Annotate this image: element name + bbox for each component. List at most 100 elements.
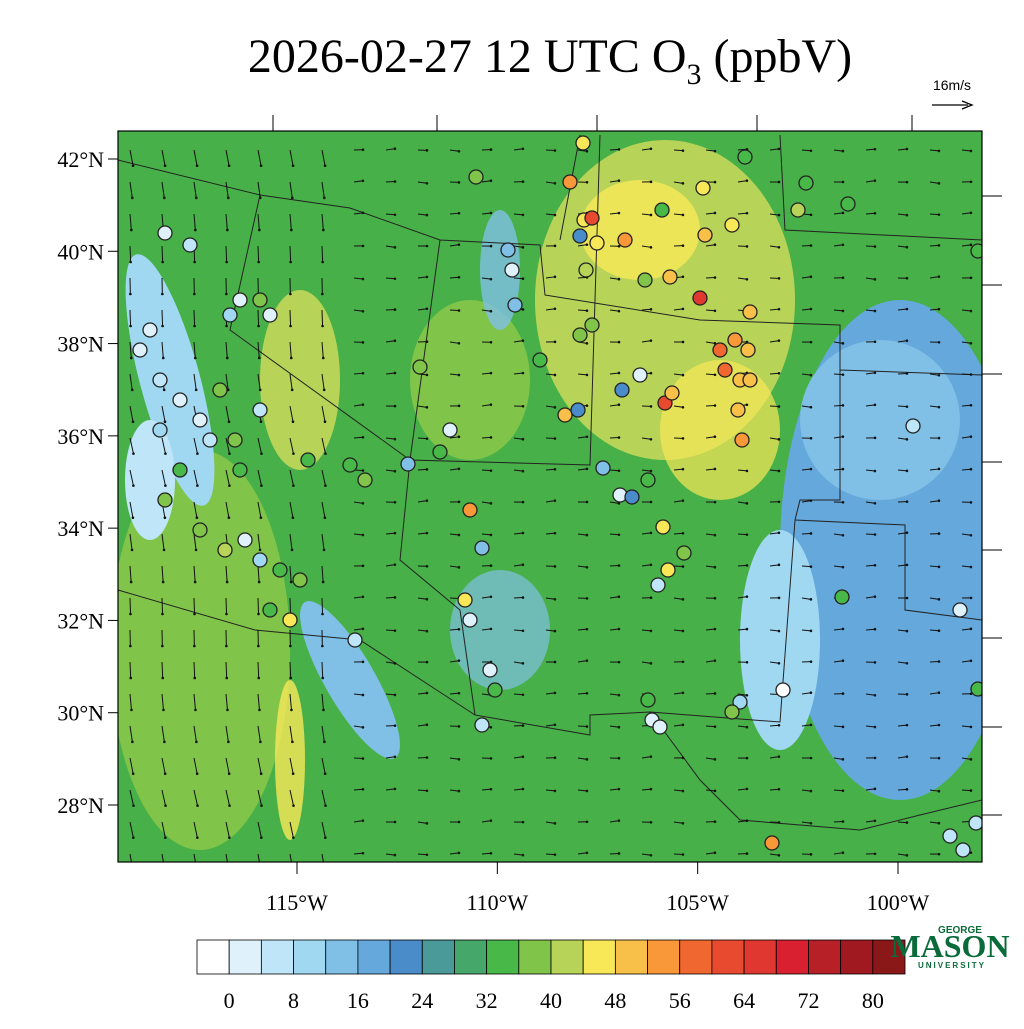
wind-arrow (290, 598, 291, 614)
wind-arrow-head (324, 164, 327, 167)
station (483, 663, 497, 677)
ozone-patch (800, 340, 960, 500)
wind-arrow-head (161, 677, 164, 680)
station (501, 243, 515, 257)
station (348, 633, 362, 647)
wind-arrow-head (258, 581, 261, 584)
wind-arrow-head (226, 709, 229, 712)
wind-arrow-head (778, 531, 781, 534)
wind-arrow-head (938, 757, 941, 760)
wind-arrow-head (554, 598, 557, 601)
station (665, 386, 679, 400)
lat-label: 42°N (57, 147, 104, 172)
station (633, 368, 647, 382)
wind-arrow-head (258, 709, 261, 712)
wind-arrow-head (746, 757, 749, 760)
wind-arrow-head (650, 181, 653, 184)
wind-arrow-head (874, 819, 877, 822)
wind-arrow-head (131, 868, 134, 871)
wind-arrow-head (746, 628, 749, 631)
wind-arrow-head (522, 693, 525, 696)
wind-arrow-head (227, 868, 230, 871)
wind-arrow-head (164, 164, 167, 167)
station (343, 458, 357, 472)
wind-arrow-head (228, 836, 231, 839)
wind-arrow-head (618, 533, 621, 536)
station (153, 373, 167, 387)
station (743, 305, 757, 319)
wind-arrow-head (522, 277, 525, 280)
wind-arrow-head (778, 788, 781, 791)
wind-arrow (130, 310, 131, 326)
wind-arrow (162, 662, 163, 678)
wind-arrow-head (522, 563, 525, 566)
wind-arrow-head (290, 709, 293, 712)
wind-arrow-head (362, 819, 365, 822)
wind-arrow-head (906, 500, 909, 503)
wind-arrow-head (290, 581, 293, 584)
wind-arrow-head (323, 389, 326, 392)
wind-arrow-head (682, 214, 685, 217)
station (573, 328, 587, 342)
station (956, 843, 970, 857)
wind-arrow-head (938, 244, 941, 247)
title: 2026-02-27 12 UTC O3(ppbV) (248, 30, 852, 91)
wind-arrow-head (650, 755, 653, 758)
colorbar-swatch (712, 940, 744, 974)
wind-arrow-head (227, 741, 230, 744)
wind-arrow-head (394, 821, 397, 824)
wind-arrow-head (394, 308, 397, 311)
wind-arrow-head (129, 261, 132, 264)
wind-arrow (130, 598, 131, 614)
wind-arrow-head (810, 565, 813, 568)
wind-arrow-head (650, 854, 653, 857)
wind-arrow-head (490, 469, 493, 472)
wind-arrow (450, 629, 459, 630)
wind-arrow-head (810, 308, 813, 311)
wind-arrow-head (938, 499, 941, 502)
colorbar-swatch (583, 940, 615, 974)
wind-arrow-head (196, 452, 199, 455)
wind-arrow-head (394, 180, 397, 183)
wind-arrow-head (362, 469, 365, 472)
wind-arrow-head (650, 438, 653, 441)
wind-arrow-head (586, 758, 589, 761)
wind-arrow (226, 662, 227, 678)
wind-arrow-head (586, 342, 589, 345)
station (590, 236, 604, 250)
wind-arrow-head (324, 484, 327, 487)
wind-arrow-head (938, 468, 941, 471)
wind-arrow-head (682, 724, 685, 727)
wind-arrow-head (490, 628, 493, 631)
wind-arrow (162, 310, 163, 326)
wind-arrow-head (778, 246, 781, 249)
colorbar-swatch (841, 940, 873, 974)
wind-arrow-head (257, 261, 260, 264)
wind-arrow-head (131, 549, 134, 552)
wind-arrow-head (426, 374, 429, 377)
wind-arrow-head (746, 661, 749, 664)
wind-arrow-head (650, 246, 653, 249)
wind-arrow-head (196, 772, 199, 775)
wind-arrow-head (324, 516, 327, 519)
wind-arrow-head (228, 452, 231, 455)
wind-arrow-head (490, 148, 493, 151)
wind-arrow (162, 246, 163, 262)
wind-arrow-head (289, 325, 292, 328)
wind-arrow-head (132, 516, 135, 519)
wind-arrow-head (746, 564, 749, 567)
wind-arrow (546, 854, 555, 855)
wind-arrow-head (554, 341, 557, 344)
wind-arrow-head (394, 724, 397, 727)
wind-arrow-head (874, 310, 877, 313)
wind-arrow-head (682, 790, 685, 793)
wind-arrow-head (778, 854, 781, 857)
wind-arrow-head (970, 501, 973, 504)
wind-arrow-head (394, 147, 397, 150)
wind-arrow-head (682, 182, 685, 185)
wind-arrow-head (778, 564, 781, 567)
wind-arrow-head (292, 772, 295, 775)
wind-arrow-head (193, 645, 196, 648)
station (655, 203, 669, 217)
wind-arrow-head (322, 357, 325, 360)
